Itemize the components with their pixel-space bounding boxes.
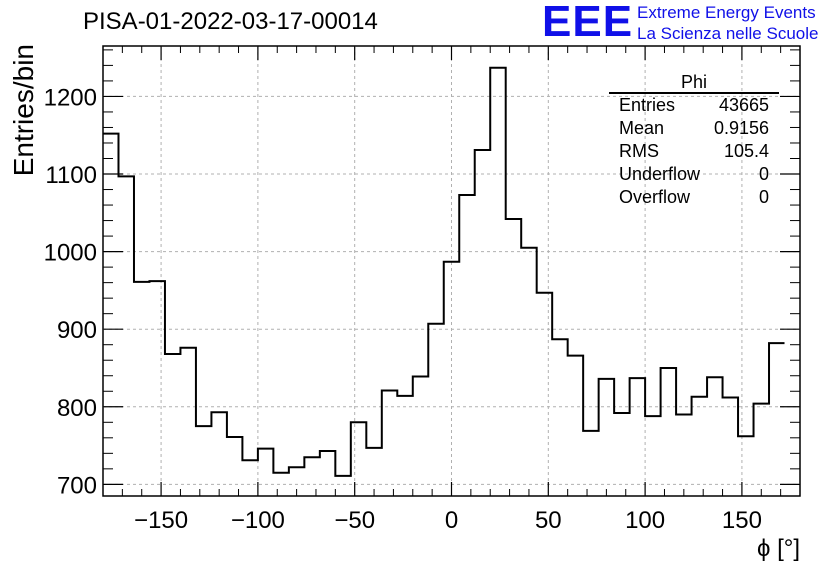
x-tick-label: −50 bbox=[334, 507, 375, 534]
stats-value: 0.9156 bbox=[713, 118, 769, 138]
stats-box: Phi Entries 43665 Mean 0.9156 RMS 105.4 … bbox=[609, 72, 779, 209]
x-tick-labels: −150 −100 −50 0 50 100 150 bbox=[134, 507, 762, 534]
y-tick-label: 1000 bbox=[44, 240, 97, 267]
stats-value: 43665 bbox=[718, 95, 769, 115]
x-axis-label: ϕ [°] bbox=[757, 535, 800, 562]
stats-label: Mean bbox=[619, 118, 665, 138]
y-tick-labels: 700 800 900 1000 1100 1200 bbox=[44, 84, 97, 499]
y-tick-label: 800 bbox=[57, 395, 97, 422]
x-tick-label: −100 bbox=[231, 507, 285, 534]
x-tick-label: 50 bbox=[535, 507, 562, 534]
stats-row-overflow: Overflow 0 bbox=[609, 186, 779, 209]
logo-subtitle-line1: Extreme Energy Events bbox=[637, 3, 816, 22]
chart-title: PISA-01-2022-03-17-00014 bbox=[83, 8, 378, 35]
stats-label: Underflow bbox=[619, 164, 701, 184]
eee-logo: EEE bbox=[542, 0, 634, 46]
y-axis-label: Entries/bin bbox=[8, 44, 39, 176]
axis-ticks bbox=[102, 46, 801, 496]
x-tick-label: −150 bbox=[134, 507, 188, 534]
stats-row-rms: RMS 105.4 bbox=[609, 140, 779, 163]
logo-subtitle-line2: La Scienza nelle Scuole bbox=[637, 24, 819, 43]
stats-row-underflow: Underflow 0 bbox=[609, 163, 779, 186]
stats-box-title: Phi bbox=[609, 72, 779, 94]
histogram-series bbox=[103, 66, 785, 477]
stats-row-entries: Entries 43665 bbox=[609, 94, 779, 117]
x-tick-label: 150 bbox=[722, 507, 762, 534]
stats-value: 105.4 bbox=[723, 141, 769, 161]
y-tick-label: 1100 bbox=[45, 162, 97, 189]
stats-row-mean: Mean 0.9156 bbox=[609, 117, 779, 140]
y-tick-label: 1200 bbox=[44, 84, 97, 111]
y-tick-label: 900 bbox=[57, 317, 97, 344]
x-tick-label: 100 bbox=[625, 507, 665, 534]
stats-label: RMS bbox=[619, 141, 659, 161]
stats-value: 0 bbox=[758, 187, 769, 207]
stats-label: Overflow bbox=[619, 187, 691, 207]
x-tick-label: 0 bbox=[445, 507, 458, 534]
stats-value: 0 bbox=[758, 164, 769, 184]
stats-label: Entries bbox=[619, 95, 676, 115]
y-tick-label: 700 bbox=[57, 472, 97, 499]
